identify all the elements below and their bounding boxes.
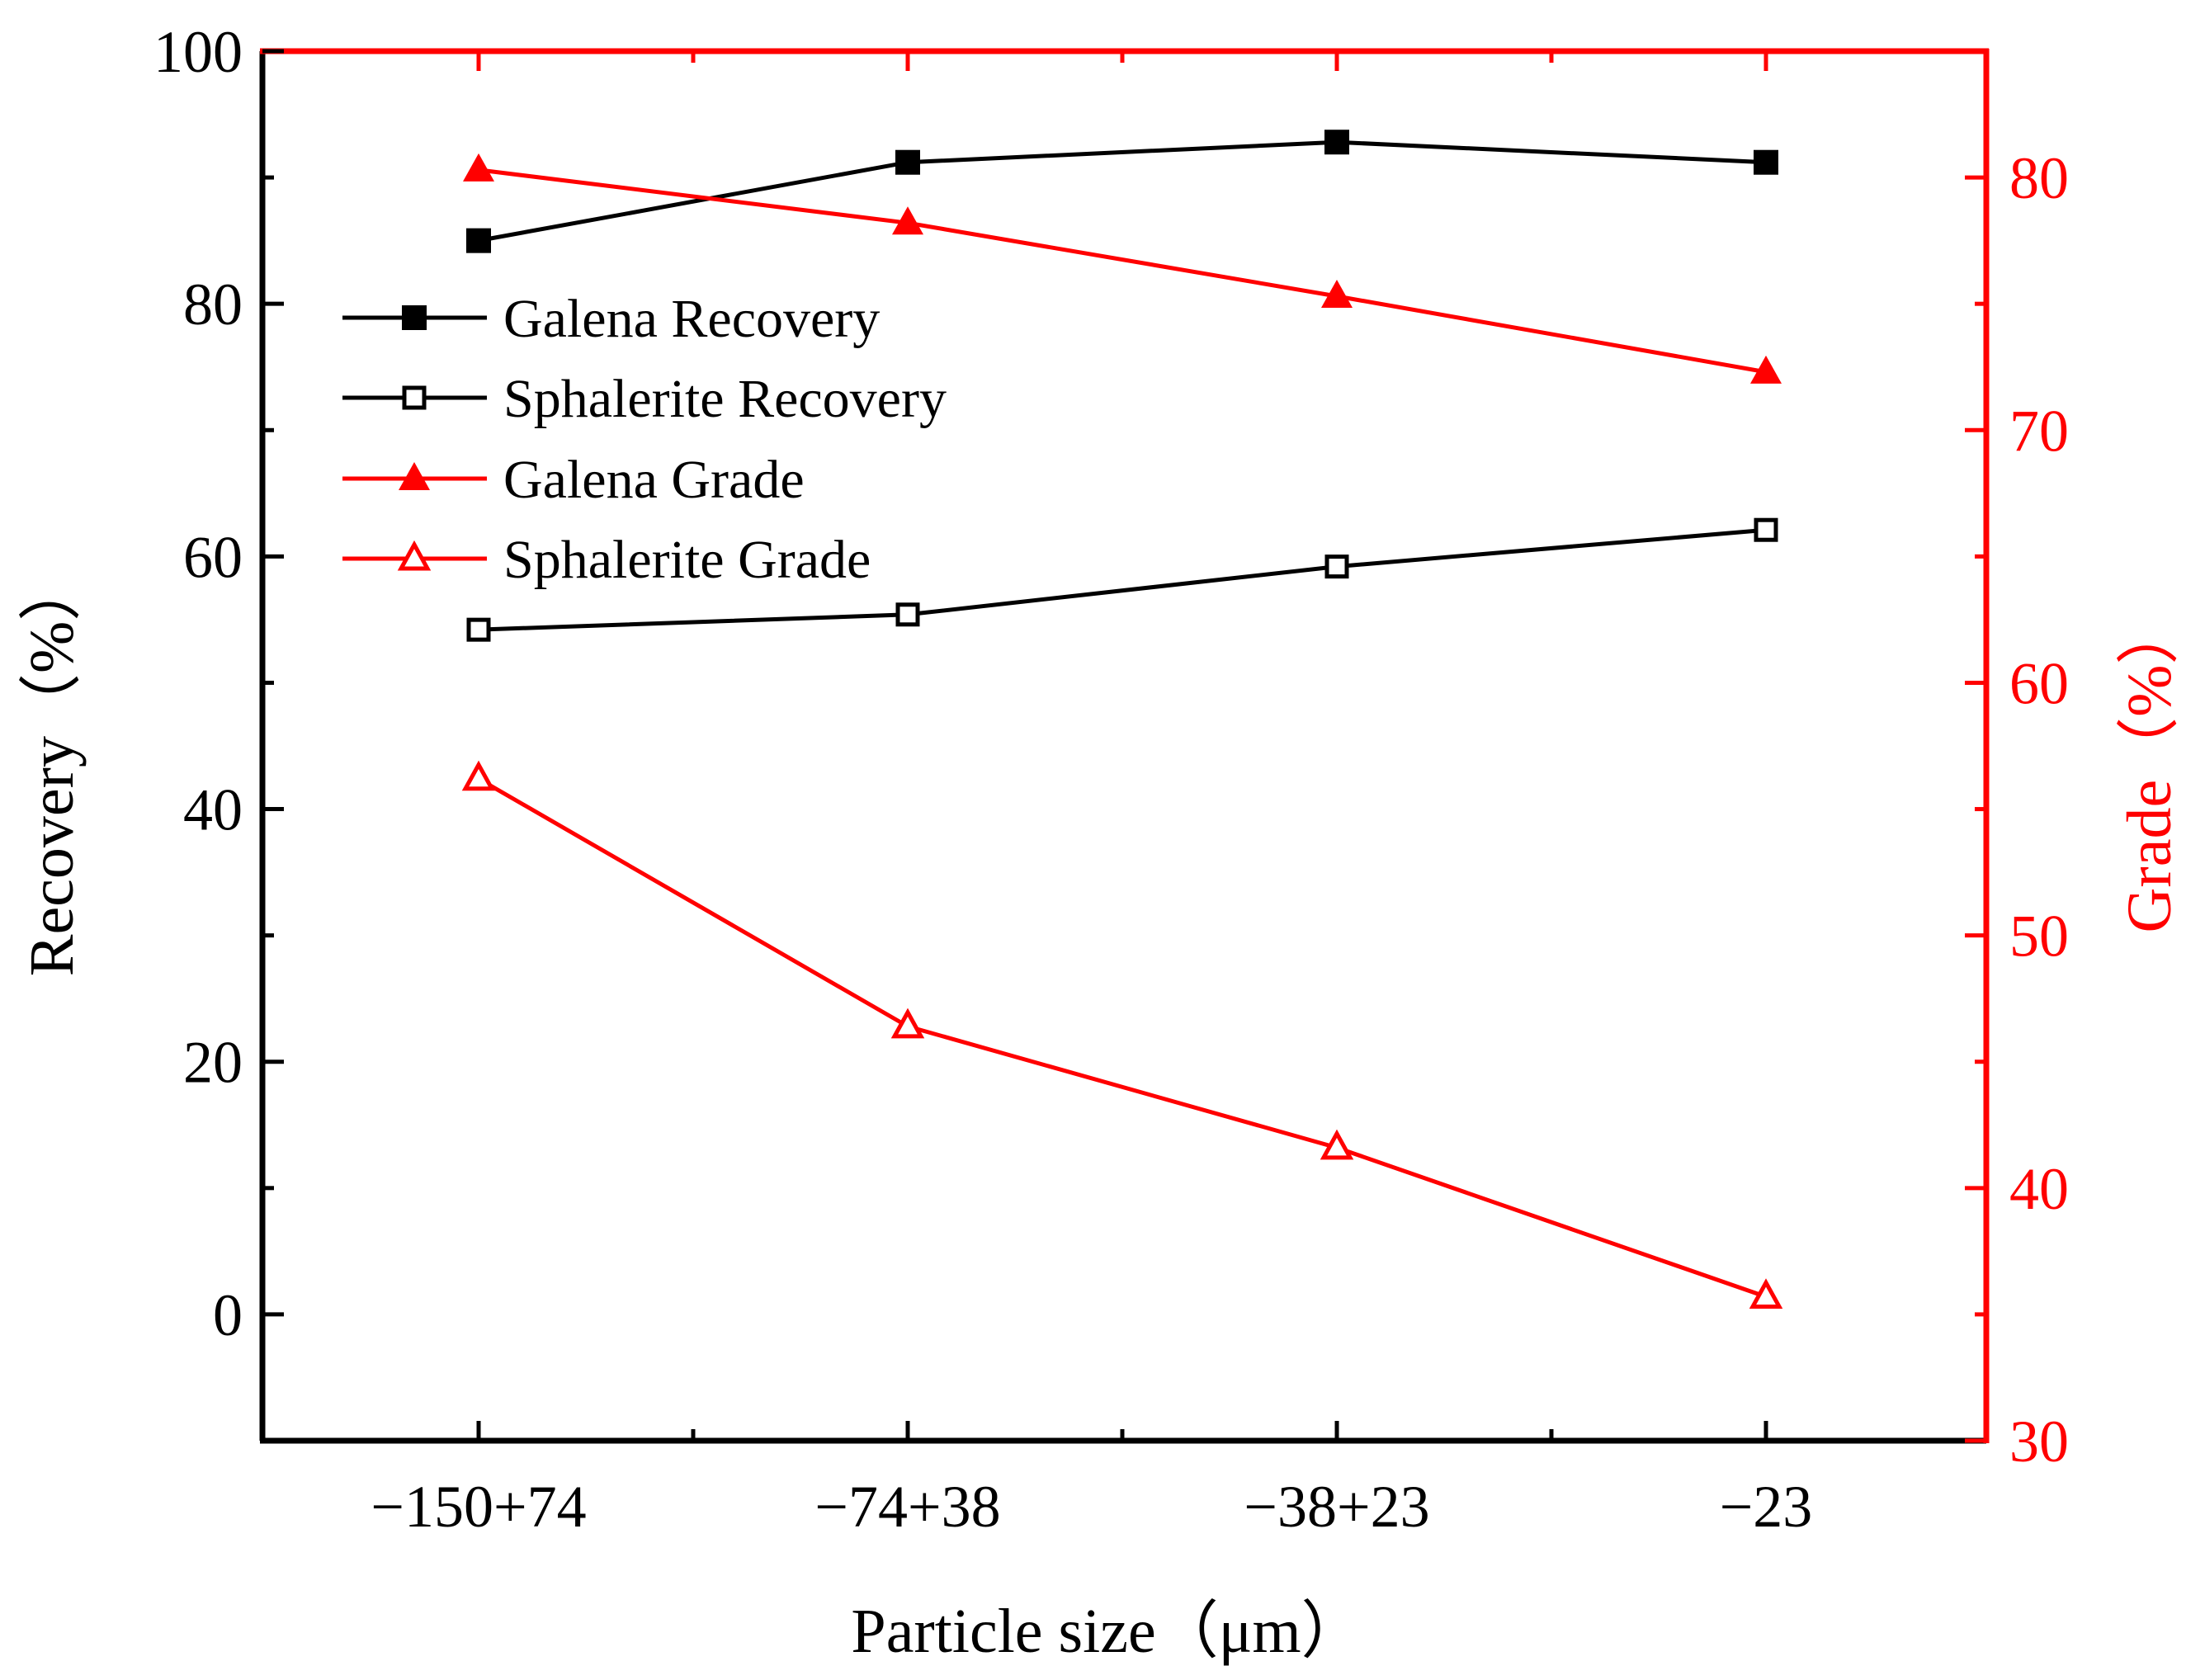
data-point-galena-grade: [1750, 355, 1782, 384]
x-tick-label: −38+23: [1244, 1474, 1429, 1540]
series-line-sphalerite-grade: [477, 776, 1767, 1299]
data-point-sphalerite-grade: [890, 1008, 925, 1039]
series-galena-grade: [463, 153, 1782, 384]
legend-item-sphalerite-grade: Sphalerite Grade: [342, 530, 871, 590]
series-line-galena-grade: [478, 168, 1767, 375]
y-axis-title: Recovery（%）: [17, 559, 87, 977]
data-point-sphalerite-recovery: [1324, 554, 1349, 579]
series-galena-recovery: [466, 130, 1778, 253]
legend-item-galena-recovery: Galena Recovery: [342, 289, 880, 349]
y2-tick-label: 40: [2009, 1156, 2069, 1222]
legend-marker: [399, 462, 430, 490]
data-point-galena-grade: [463, 153, 494, 182]
data-point-galena-recovery: [1324, 130, 1349, 155]
x-axis-title: Particle size（μm）: [851, 1597, 1363, 1666]
x-tick-label: −23: [1720, 1474, 1813, 1540]
series-line-galena-recovery: [478, 139, 1767, 243]
data-point-sphalerite-grade: [1320, 1129, 1354, 1160]
y-tick-label: 40: [183, 777, 243, 843]
series-sphalerite-grade: [461, 760, 1783, 1309]
data-point-galena-grade: [892, 206, 923, 235]
legend: Galena Recovery Sphalerite Recovery Galena…: [342, 289, 947, 590]
y2-tick-label: 70: [2009, 398, 2069, 464]
legend-marker: [402, 305, 427, 330]
data-point-sphalerite-recovery: [895, 602, 920, 627]
series-layer: [461, 130, 1783, 1309]
y2-tick-label: 60: [2009, 650, 2069, 716]
legend-label: Sphalerite Recovery: [503, 369, 947, 429]
axes: 0 20 40 60 80 100 30 40 50 60 70 80 −150+74 −74+38 −38…: [153, 19, 2069, 1540]
legend-item-sphalerite-recovery: Sphalerite Recovery: [342, 369, 947, 429]
legend-marker: [402, 385, 427, 410]
legend-label: Sphalerite Grade: [503, 530, 871, 590]
y-tick-label: 20: [183, 1030, 243, 1096]
y2-tick-label: 30: [2009, 1409, 2069, 1475]
x-tick-label: −74+38: [814, 1474, 1000, 1540]
y-tick-label: 80: [183, 271, 243, 337]
data-point-sphalerite-grade: [1749, 1278, 1783, 1309]
data-point-sphalerite-grade: [461, 760, 496, 791]
legend-marker: [397, 540, 432, 571]
y-tick-label: 60: [183, 524, 243, 590]
x-tick-label: −150+74: [371, 1474, 586, 1540]
y2-tick-label: 50: [2009, 904, 2069, 970]
legend-label: Galena Grade: [503, 450, 805, 510]
y2-tick-label: 80: [2009, 145, 2069, 211]
data-point-galena-recovery: [1754, 149, 1778, 175]
data-point-sphalerite-recovery: [466, 617, 491, 642]
y-tick-label: 100: [153, 19, 243, 85]
y-tick-label: 0: [213, 1282, 243, 1348]
legend-item-galena-grade: Galena Grade: [342, 450, 805, 510]
series-line-sphalerite-recovery: [478, 527, 1767, 632]
series-sphalerite-recovery: [466, 517, 1778, 642]
data-point-galena-recovery: [466, 228, 491, 253]
data-point-galena-grade: [1321, 279, 1353, 308]
y2-axis-title: Grade（%）: [2115, 602, 2184, 933]
data-point-galena-recovery: [895, 149, 920, 175]
data-point-sphalerite-recovery: [1754, 517, 1778, 542]
legend-label: Galena Recovery: [503, 289, 880, 349]
